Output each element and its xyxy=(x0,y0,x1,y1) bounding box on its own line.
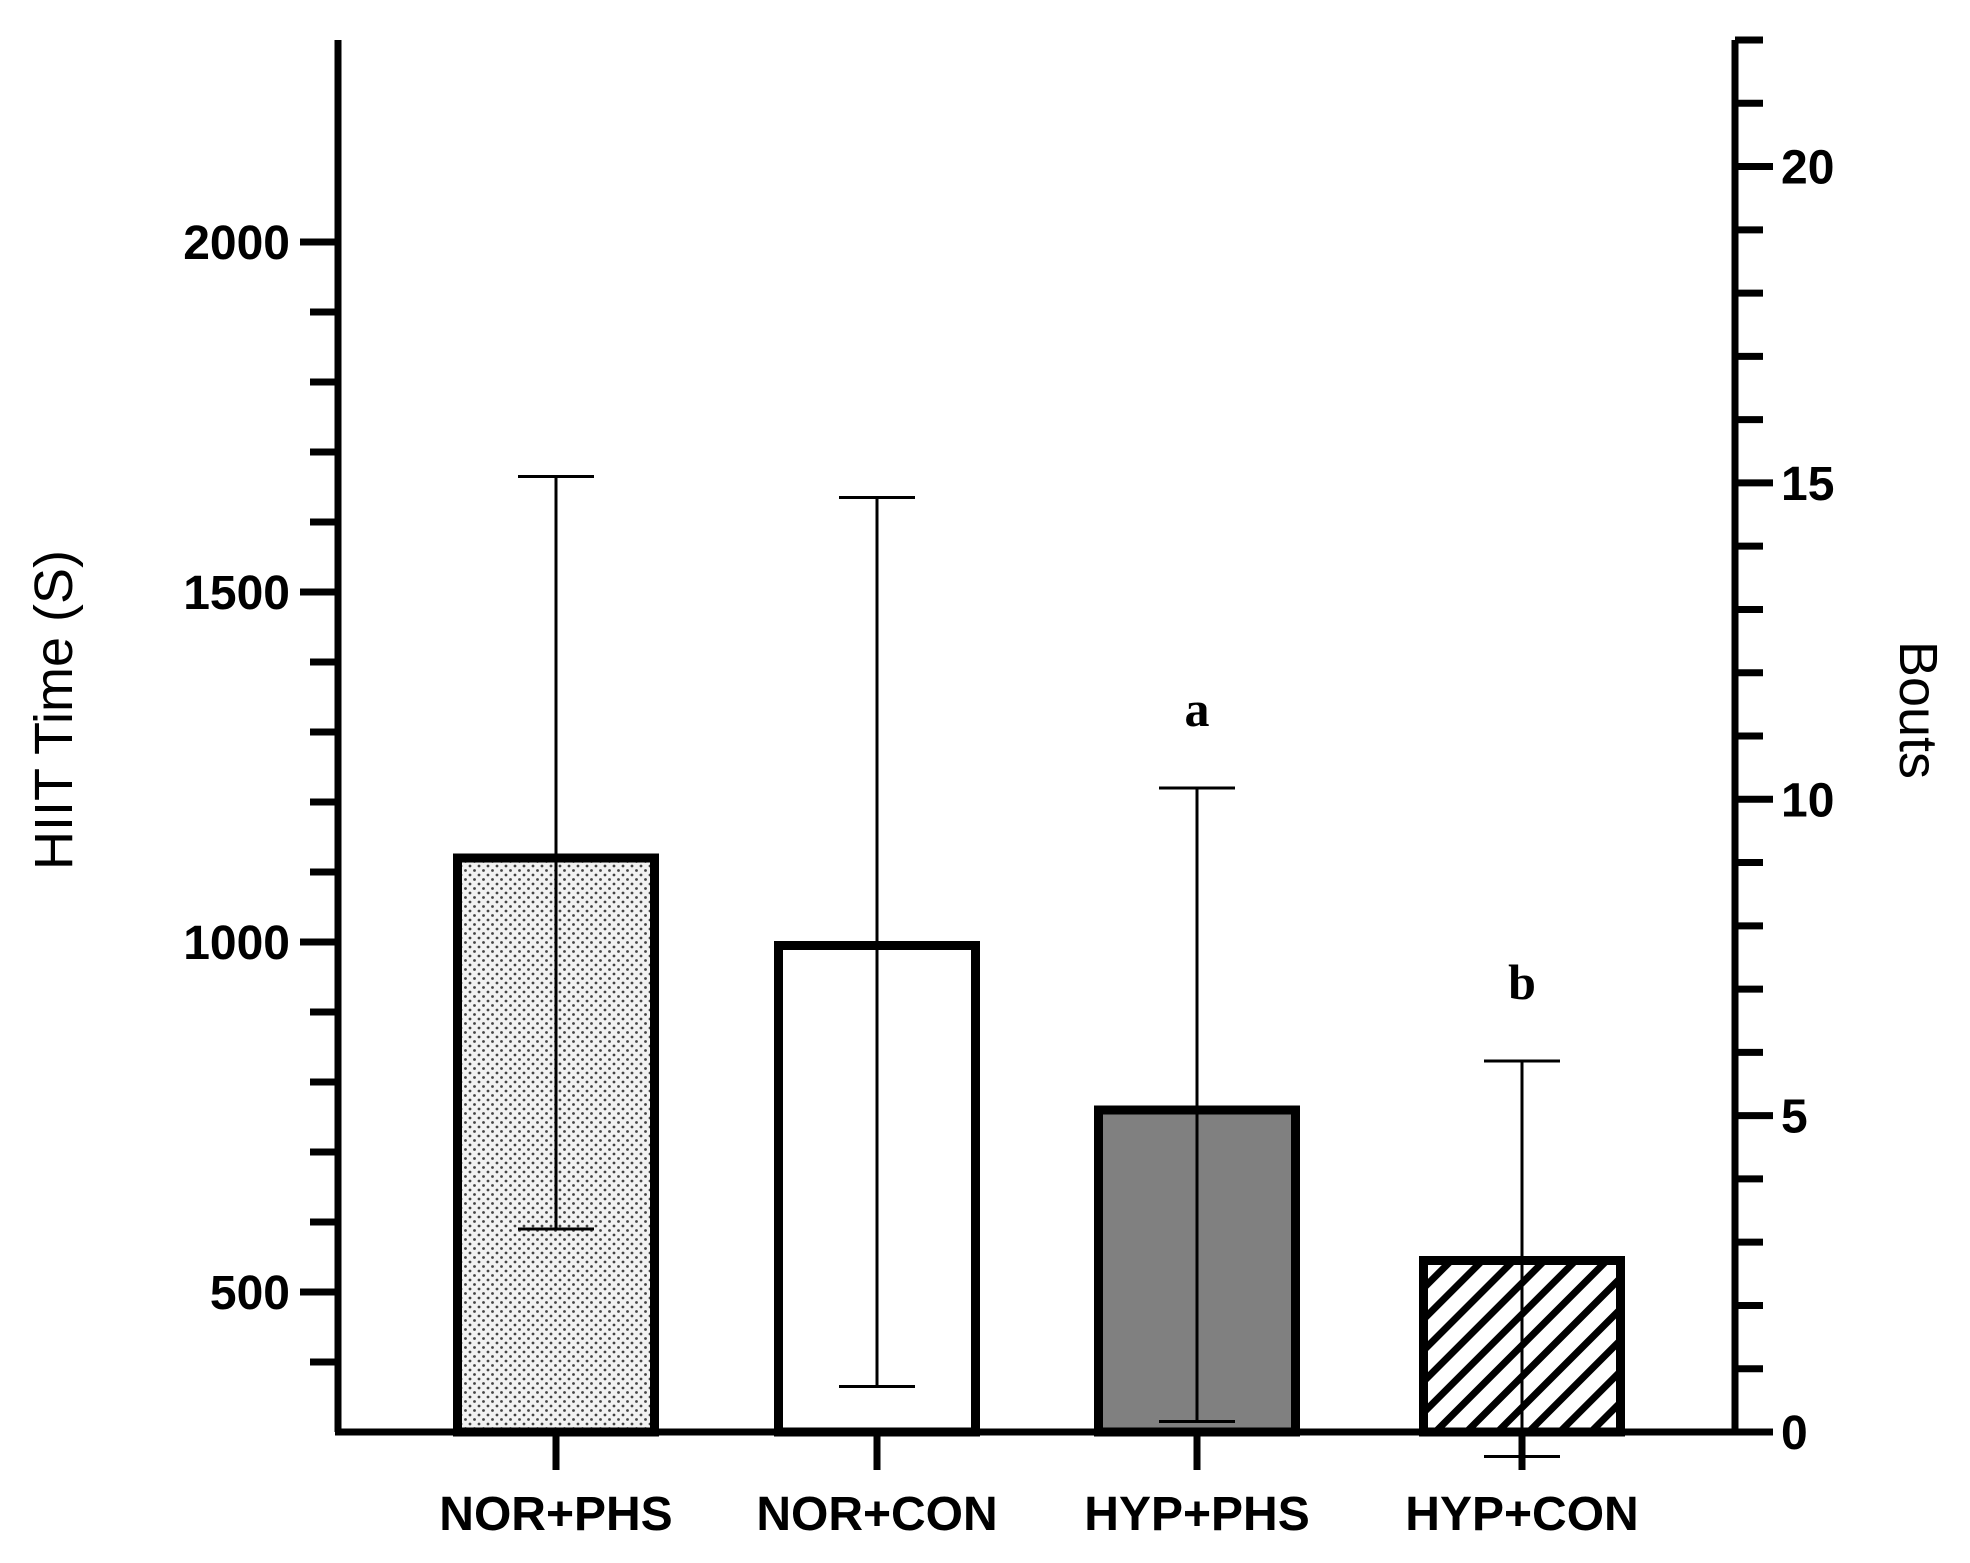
x-tick-label: NOR+CON xyxy=(756,1488,997,1541)
y2-tick-label: 10 xyxy=(1781,774,1834,827)
significance-label: a xyxy=(1185,681,1210,737)
error-bar xyxy=(1159,786,1235,1423)
right-y-axis-title: Bouts xyxy=(1888,641,1948,779)
y-tick-label: 1500 xyxy=(183,567,290,620)
axes: 500 1000 1500 2000 0 5 10 15 20 NOR+PHS NOR+CON HYP… xyxy=(183,36,1834,1541)
y2-tick-label: 15 xyxy=(1781,458,1834,511)
significance-label: b xyxy=(1508,954,1536,1010)
bars: ab xyxy=(453,475,1625,1458)
y-tick-label: 2000 xyxy=(183,217,290,270)
y2-tick-label: 5 xyxy=(1781,1091,1808,1144)
error-bar xyxy=(839,496,915,1388)
x-tick-label: NOR+PHS xyxy=(439,1488,672,1541)
y2-tick-label: 0 xyxy=(1781,1407,1808,1460)
x-tick-label: HYP+CON xyxy=(1405,1488,1638,1541)
y-tick-label: 500 xyxy=(210,1267,290,1320)
y2-tick-label: 20 xyxy=(1781,142,1834,195)
y-axis-title: HIIT Time (S) xyxy=(24,550,84,870)
x-tick-label: HYP+PHS xyxy=(1084,1488,1309,1541)
error-bar xyxy=(518,475,594,1231)
y-tick-label: 1000 xyxy=(183,917,290,970)
